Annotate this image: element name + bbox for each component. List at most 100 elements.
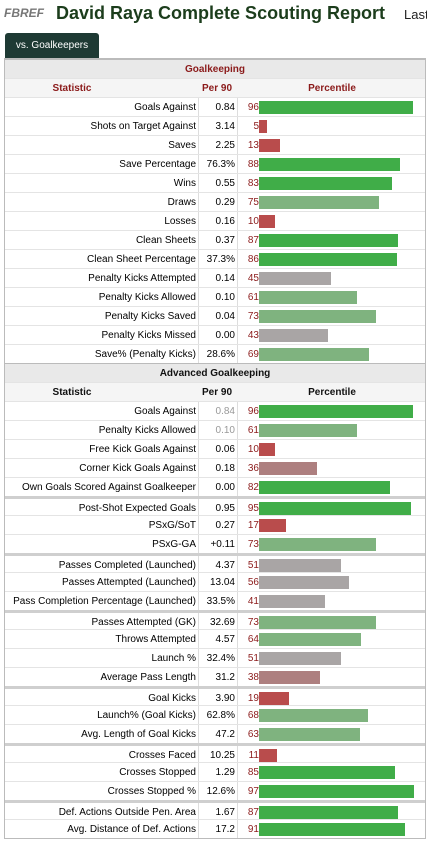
stat-row: PSxG/SoT 0.27 17 <box>5 515 425 534</box>
per-90: 1.29 <box>215 767 235 778</box>
divider <box>198 516 199 534</box>
percentile-bar <box>259 405 413 418</box>
statistic: Post-Shot Expected Goals <box>78 503 196 514</box>
tab[interactable]: vs. Goalkeepers <box>5 33 99 58</box>
statistic: Pass Completion Percentage (Launched) <box>13 596 196 607</box>
statistic: Crosses Faced <box>128 750 196 761</box>
column-header: Per 90 <box>201 387 233 398</box>
percentile-bar <box>259 576 349 589</box>
divider <box>237 820 238 838</box>
percentile: 61 <box>247 292 259 303</box>
percentile: 82 <box>247 482 259 493</box>
percentile-bar <box>259 462 317 475</box>
per-90: 0.95 <box>215 503 235 514</box>
statistic: Saves <box>168 140 196 151</box>
statistic: Avg. Length of Goal Kicks <box>81 729 196 740</box>
cut-text: Last <box>404 7 427 22</box>
stat-row: Crosses Stopped 1.29 85 <box>5 762 425 781</box>
statistic: Crosses Stopped % <box>107 786 196 797</box>
statistic: Penalty Kicks Allowed <box>98 425 196 436</box>
divider <box>198 402 199 420</box>
divider <box>198 689 199 705</box>
stat-row: Penalty Kicks Missed 0.00 43 <box>5 325 425 344</box>
divider <box>237 326 238 344</box>
percentile-bar <box>259 823 405 836</box>
stat-row: Passes Completed (Launched) 4.37 51 <box>5 553 425 572</box>
per-90: 32.4% <box>206 653 235 664</box>
statistic: Wins <box>173 178 196 189</box>
divider <box>237 782 238 800</box>
divider <box>198 231 199 249</box>
divider <box>237 668 238 686</box>
divider <box>198 535 199 553</box>
divider <box>198 288 199 306</box>
divider <box>237 288 238 306</box>
statistic: PSxG-GA <box>152 539 196 550</box>
divider <box>237 535 238 553</box>
percentile: 17 <box>247 520 259 531</box>
divider <box>237 689 238 705</box>
divider <box>237 630 238 648</box>
divider <box>237 440 238 458</box>
percentile-bar <box>259 253 397 266</box>
statistic: Save Percentage <box>119 159 196 170</box>
percentile-bar <box>259 502 411 515</box>
divider <box>237 763 238 781</box>
divider <box>237 459 238 477</box>
per-90: 0.04 <box>215 311 235 322</box>
statistic: Throws Attempted <box>115 634 196 645</box>
percentile: 5 <box>253 121 259 132</box>
percentile: 73 <box>247 311 259 322</box>
divider <box>198 706 199 724</box>
statistic: Losses <box>164 216 196 227</box>
stat-row: Own Goals Scored Against Goalkeeper 0.00 8… <box>5 477 425 496</box>
per-90: 3.14 <box>215 121 235 132</box>
percentile: 13 <box>247 140 259 151</box>
percentile-bar <box>259 120 267 133</box>
stat-row: Free Kick Goals Against 0.06 10 <box>5 439 425 458</box>
divider <box>198 193 199 211</box>
percentile-bar <box>259 766 395 779</box>
statistic: Passes Attempted (GK) <box>91 617 197 628</box>
divider <box>198 421 199 439</box>
stat-row: Penalty Kicks Saved 0.04 73 <box>5 306 425 325</box>
stat-row: Penalty Kicks Allowed 0.10 61 <box>5 420 425 439</box>
per-90: 32.69 <box>209 617 235 628</box>
divider <box>198 345 199 363</box>
stat-row: Save% (Penalty Kicks) 28.6% 69 <box>5 344 425 363</box>
divider <box>237 649 238 667</box>
statistic: Save% (Penalty Kicks) <box>94 349 196 360</box>
divider <box>198 803 199 819</box>
divider <box>237 345 238 363</box>
percentile-bar <box>259 749 277 762</box>
percentile-bar <box>259 234 399 247</box>
statistic: Penalty Kicks Missed <box>101 330 196 341</box>
statistic: Launch % <box>151 653 196 664</box>
divider <box>237 706 238 724</box>
per-90: 31.2 <box>215 672 235 683</box>
percentile: 11 <box>248 750 259 761</box>
percentile: 68 <box>247 710 259 721</box>
logo[interactable]: FBREF <box>4 6 44 20</box>
percentile-bar <box>259 692 290 705</box>
per-90: 28.6% <box>206 349 235 360</box>
percentile: 56 <box>247 577 259 588</box>
percentile-bar <box>259 652 341 665</box>
divider <box>237 155 238 173</box>
percentile: 73 <box>247 539 259 550</box>
section-title: Advanced Goalkeeping <box>5 363 425 382</box>
per-90: 0.10 <box>215 425 235 436</box>
percentile-bar <box>259 671 320 684</box>
percentile: 19 <box>247 693 259 704</box>
statistic: Draws <box>167 197 196 208</box>
statistic: Avg. Distance of Def. Actions <box>67 824 196 835</box>
column-header: Per 90 <box>201 83 233 94</box>
percentile-bar <box>259 272 331 285</box>
stat-row: Passes Attempted (GK) 32.69 73 <box>5 610 425 629</box>
percentile-bar <box>259 177 392 190</box>
percentile-bar <box>259 633 362 646</box>
stat-row: Goals Against 0.84 96 <box>5 401 425 420</box>
divider <box>237 499 238 515</box>
column-header-row: Statistic Per 90 Percentile <box>5 78 425 97</box>
statistic: Average Pass Length <box>100 672 196 683</box>
